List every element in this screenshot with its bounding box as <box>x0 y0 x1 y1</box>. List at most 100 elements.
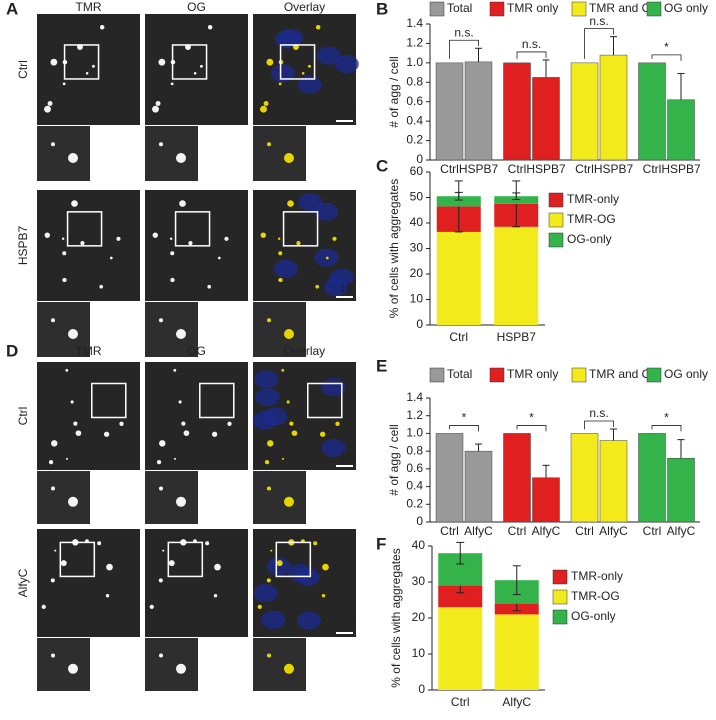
scale-bar-label: 10 <box>340 281 354 295</box>
puncta <box>51 440 58 447</box>
puncta <box>162 549 165 552</box>
significance-bracket <box>584 420 614 430</box>
significance-label: * <box>529 411 534 425</box>
bar-segment <box>436 231 481 325</box>
y-axis-label: # of agg / cell <box>387 424 401 495</box>
puncta <box>62 277 67 283</box>
puncta <box>315 25 321 30</box>
bar-segment <box>438 585 483 608</box>
micrograph <box>145 529 248 637</box>
puncta <box>277 237 281 241</box>
legend-label: OG only <box>664 1 708 15</box>
puncta <box>173 457 177 460</box>
puncta <box>158 58 166 66</box>
x-tick-label: HSPB7 <box>594 162 634 176</box>
significance-bracket <box>584 28 614 59</box>
puncta <box>307 64 311 68</box>
bar <box>638 433 666 523</box>
panel-label: A <box>6 0 18 18</box>
inset-puncta <box>284 329 294 339</box>
puncta <box>286 400 290 404</box>
significance-label: n.s. <box>454 25 473 39</box>
zoom-box <box>171 44 208 80</box>
puncta <box>62 82 66 86</box>
y-tick-label: 60 <box>410 164 424 178</box>
y-tick-label: 10 <box>410 292 424 306</box>
x-tick-label: HSPB7 <box>497 330 537 344</box>
inset-puncta <box>51 653 55 658</box>
legend-swatch <box>552 589 568 605</box>
bar <box>435 62 464 161</box>
puncta <box>213 594 218 598</box>
micrograph <box>145 14 248 125</box>
puncta <box>170 251 175 256</box>
puncta <box>116 236 121 241</box>
bar <box>464 61 493 161</box>
puncta <box>205 541 210 546</box>
significance-label: n.s. <box>589 406 608 420</box>
zoom-box <box>91 382 127 419</box>
panel-label: D <box>6 341 18 360</box>
puncta <box>152 232 158 238</box>
puncta <box>263 101 269 106</box>
micrograph <box>37 14 140 125</box>
significance-bracket <box>651 425 682 432</box>
puncta <box>181 421 186 426</box>
legend-label: TMR only <box>507 367 558 381</box>
nucleus <box>255 388 280 407</box>
legend-swatch <box>429 367 445 383</box>
inset-puncta <box>51 142 55 147</box>
puncta <box>321 594 326 598</box>
puncta <box>109 256 113 260</box>
legend-label: OG-only <box>567 232 612 246</box>
x-tick-label: HSPB7 <box>459 162 499 176</box>
inset-puncta <box>267 142 271 147</box>
puncta <box>214 563 221 571</box>
puncta <box>70 400 74 404</box>
nucleus <box>253 584 278 603</box>
puncta <box>319 431 326 437</box>
bar <box>570 433 599 523</box>
x-tick-label: AlfyC <box>667 524 696 538</box>
channel-label: Overlay <box>284 344 325 358</box>
puncta <box>287 200 294 207</box>
legend-label: TMR-OG <box>567 212 616 226</box>
nucleus <box>321 378 346 397</box>
zoom-box <box>174 211 211 247</box>
puncta <box>207 25 213 30</box>
puncta <box>170 82 174 86</box>
channel-label: TMR <box>76 0 102 14</box>
bar <box>667 457 695 523</box>
y-tick-label: 0.6 <box>406 94 423 108</box>
y-tick-label: 0.8 <box>406 74 423 88</box>
puncta <box>267 440 274 447</box>
y-tick-label: 50 <box>410 190 424 204</box>
y-axis-label: % of cells with aggregates <box>387 179 401 318</box>
x-tick-label: Ctrl <box>508 524 527 538</box>
legend-swatch <box>646 367 662 383</box>
y-tick-label: 1.4 <box>406 390 423 404</box>
puncta <box>119 421 124 426</box>
zoom-box <box>66 211 103 247</box>
puncta <box>278 251 283 256</box>
legend-swatch <box>548 212 564 228</box>
bar-segment <box>438 607 483 690</box>
y-tick-label: 0 <box>418 682 425 696</box>
bar <box>599 54 628 161</box>
inset <box>253 302 306 357</box>
inset-puncta <box>68 329 78 339</box>
puncta <box>103 431 110 437</box>
zoom-box <box>199 382 235 419</box>
puncta <box>183 430 190 437</box>
x-tick-label: Ctrl <box>451 695 470 709</box>
puncta <box>155 101 161 106</box>
puncta <box>73 421 78 426</box>
puncta <box>188 241 193 246</box>
significance-label: * <box>664 40 669 54</box>
puncta <box>260 232 266 238</box>
legend-swatch <box>646 1 662 17</box>
inset-puncta <box>267 318 271 323</box>
nucleus <box>263 407 288 426</box>
